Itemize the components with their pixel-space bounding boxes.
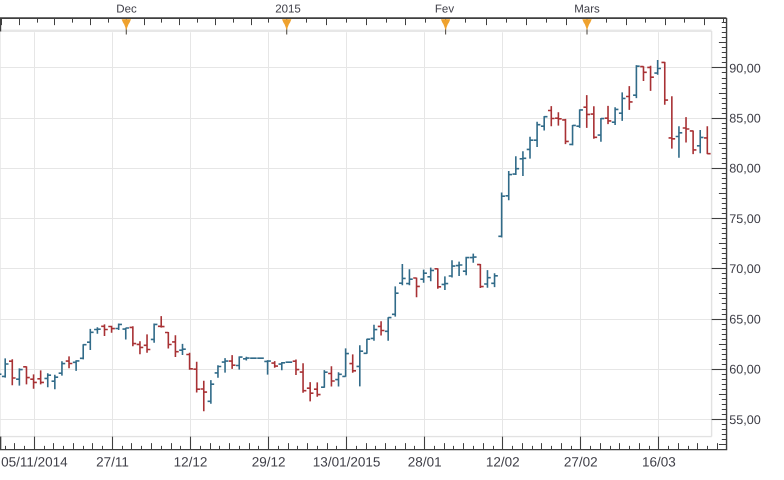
svg-text:Dec: Dec xyxy=(116,4,137,16)
svg-text:13/01/2015: 13/01/2015 xyxy=(313,455,381,470)
svg-text:90,00: 90,00 xyxy=(729,61,761,75)
svg-text:05/11/2014: 05/11/2014 xyxy=(1,455,68,470)
svg-text:29/12: 29/12 xyxy=(252,455,286,470)
svg-text:70,00: 70,00 xyxy=(729,262,761,276)
svg-text:80,00: 80,00 xyxy=(729,162,761,176)
svg-text:Mars: Mars xyxy=(574,4,600,16)
svg-text:12/02: 12/02 xyxy=(486,455,520,470)
svg-text:2015: 2015 xyxy=(275,4,301,16)
svg-text:65,00: 65,00 xyxy=(729,312,761,326)
svg-text:Fev: Fev xyxy=(435,4,454,16)
svg-text:27/11: 27/11 xyxy=(96,455,129,470)
svg-text:16/03: 16/03 xyxy=(642,455,676,470)
svg-text:27/02: 27/02 xyxy=(564,455,598,470)
svg-text:75,00: 75,00 xyxy=(729,212,761,226)
svg-text:85,00: 85,00 xyxy=(729,112,761,126)
svg-text:60,00: 60,00 xyxy=(729,363,761,377)
svg-text:28/01: 28/01 xyxy=(408,455,442,470)
svg-text:12/12: 12/12 xyxy=(174,455,208,470)
svg-text:55,00: 55,00 xyxy=(729,413,761,427)
